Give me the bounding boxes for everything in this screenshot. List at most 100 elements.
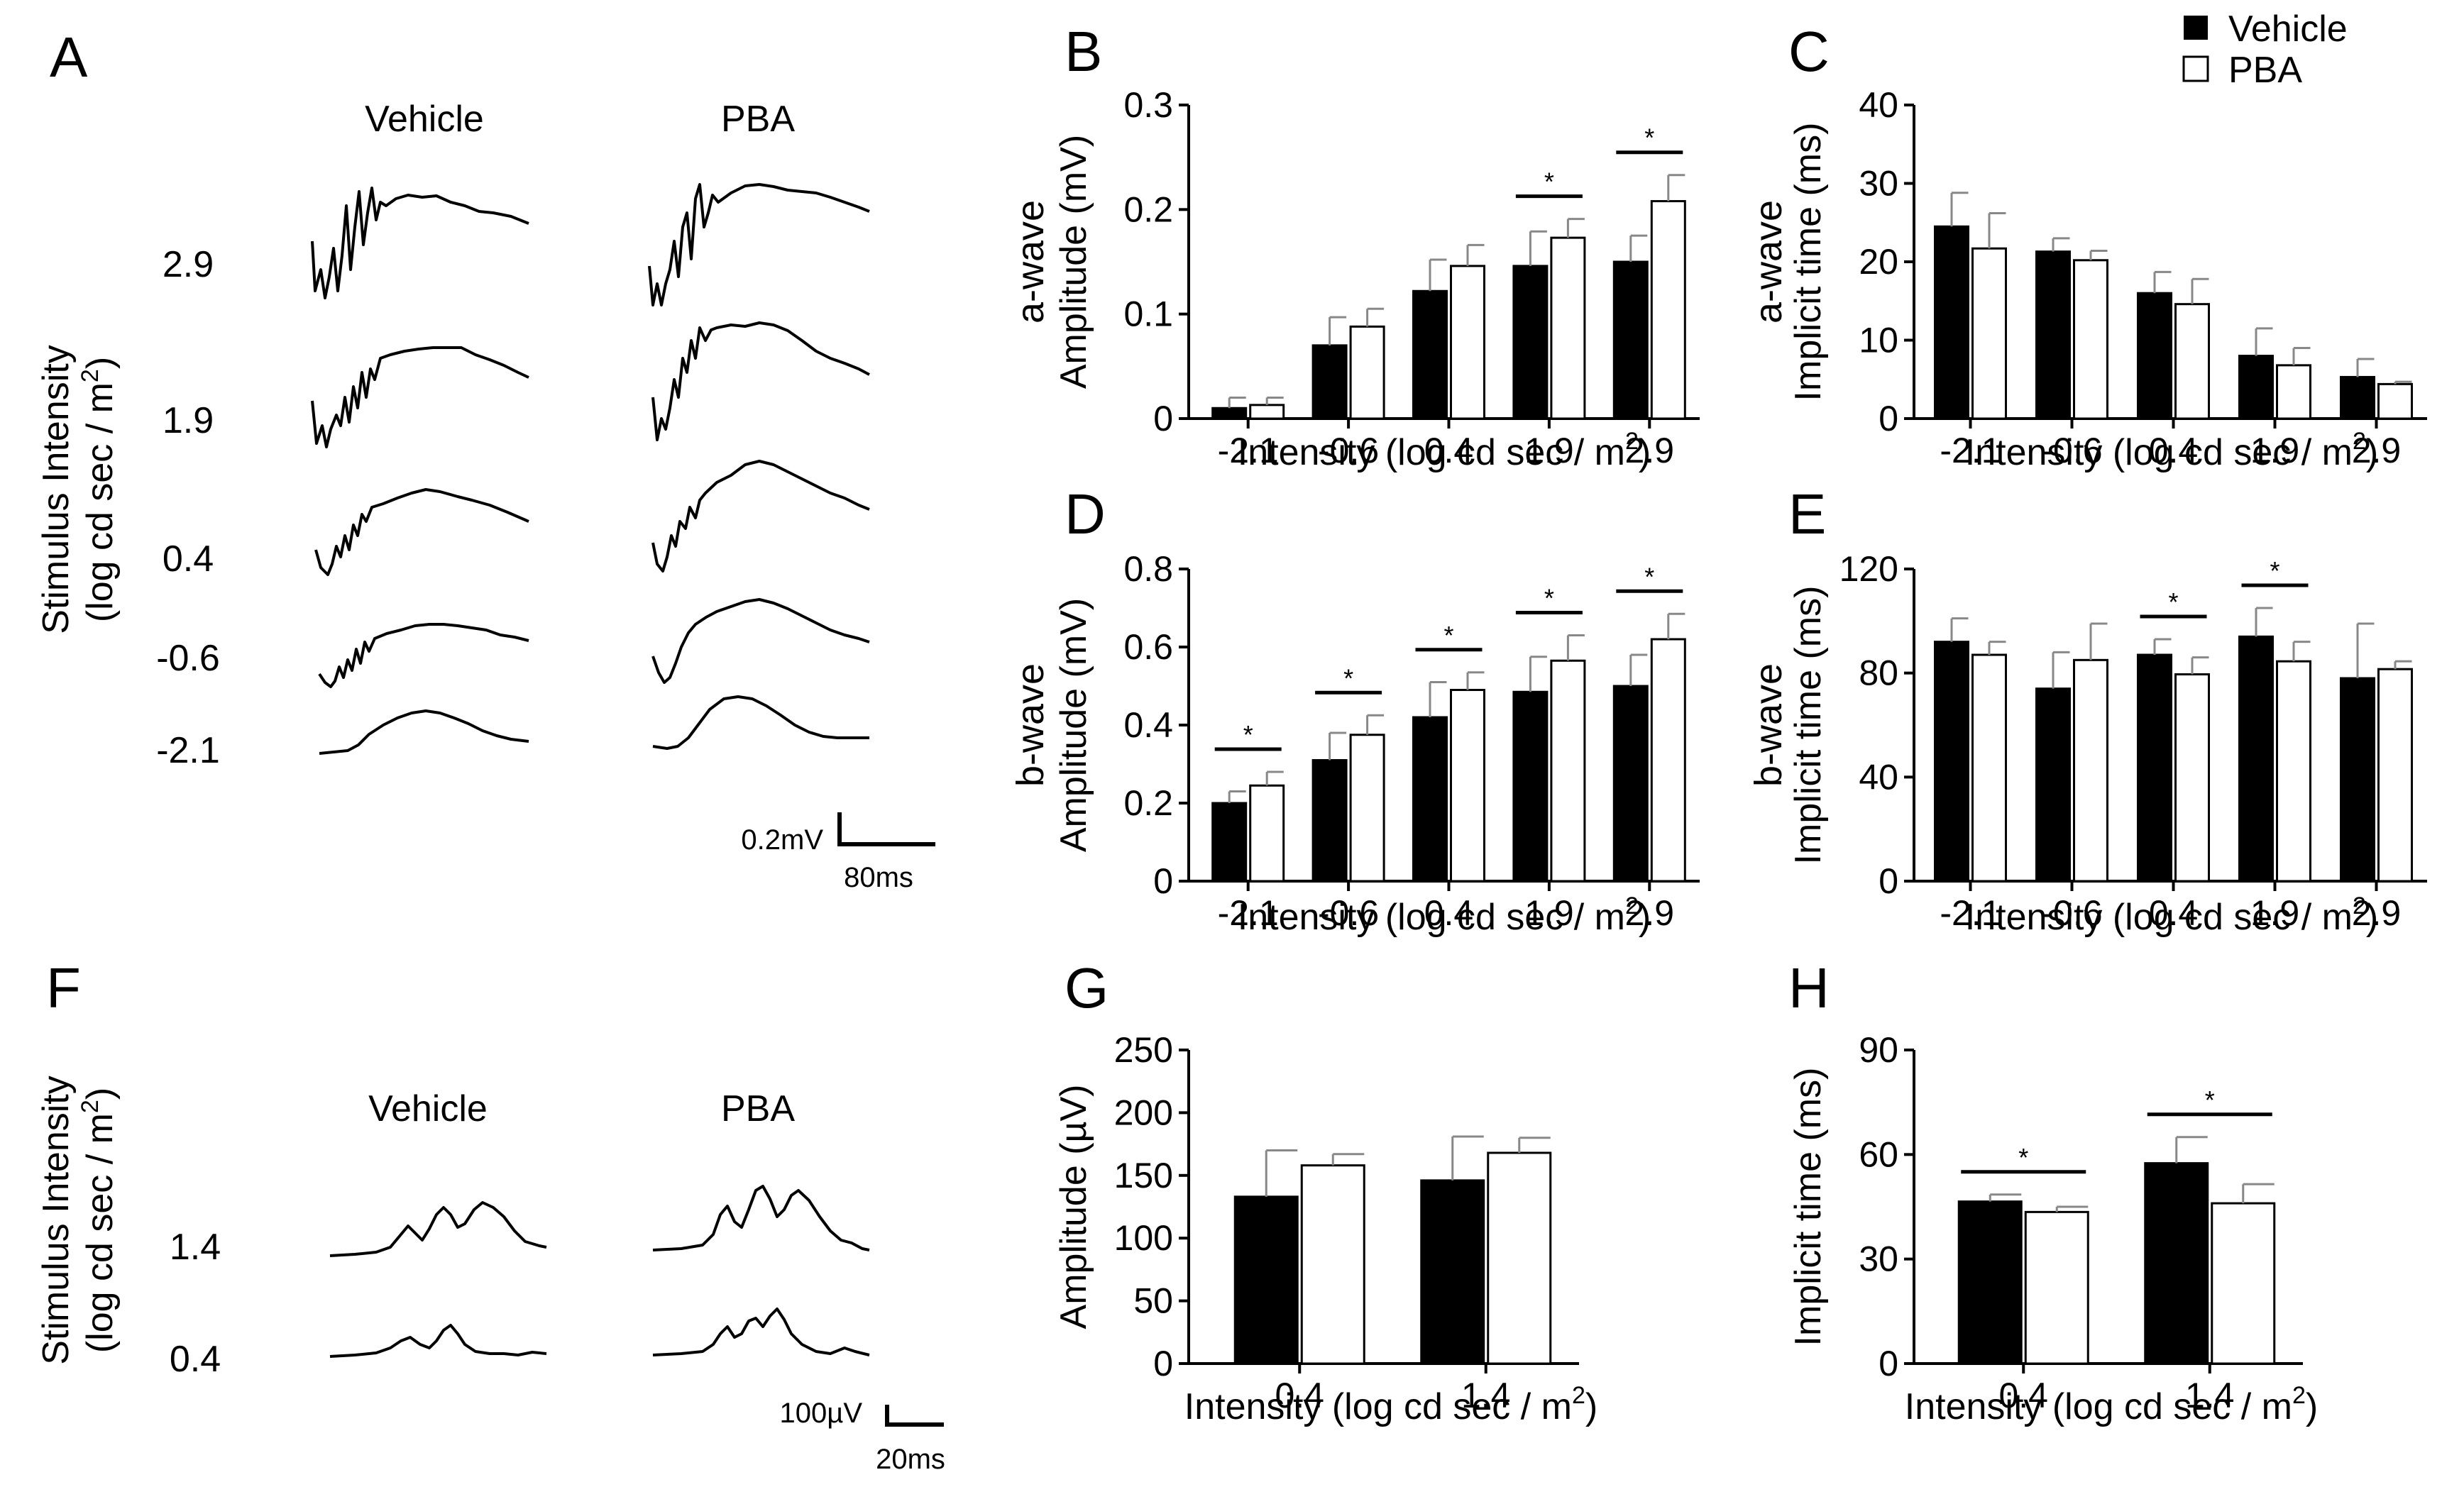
y-tick-label: 0 [1879,1344,1898,1383]
x-tick-label: -0.6 [1318,431,1379,470]
y-tick-label: 80 [1859,653,1898,693]
x-tick-label: 1.9 [2250,431,2300,470]
panel-letter-e: E [1788,482,1826,546]
x-axis-title-sup: 2 [1625,892,1639,919]
x-axis-title-sup: 2 [1572,1382,1585,1409]
bar-pba [1550,659,1586,883]
bar-pba [1300,1164,1365,1365]
x-tick-label: 0.4 [2149,893,2199,933]
x-tick-label: 0.4 [1998,1376,2048,1415]
x-tick-label: 0.4 [1424,893,1474,933]
x-tick-label: 2.9 [1625,893,1675,933]
legend-pba-swatch [2182,55,2209,82]
legend: Vehicle PBA [2182,9,2348,91]
erg-trace [311,187,529,299]
y-axis-label-line1: a-wave [1009,200,1052,324]
panel-f-ylabel-line1: Stimulus Intensity [35,1076,77,1365]
bar-pba [2377,382,2413,420]
x-axis-title-end: ) [2306,1386,2318,1427]
chart-e-b-wave-implicit-time: 0 40 80 120 -2.1 -0.6 0.4 * 1.9 * 2.9 b-waveImplici… [1747,549,2427,938]
x-tick-label: -0.6 [2041,431,2102,470]
significance-star: * [1544,584,1554,613]
panel-a-row-label: 2.9 [163,244,214,285]
bar-vehicle [2340,375,2375,420]
panel-a: Vehicle PBA 2.9 1.9 0.4 -0.6 -2.1 Stimul… [35,99,935,893]
erg-trace [651,460,870,573]
x-axis-title-text: Intensity (log cd sec / m [1184,1386,1572,1427]
legend-vehicle-label: Vehicle [2228,9,2348,50]
bar-pba [1249,784,1285,883]
panel-a-pba-heading: PBA [721,99,795,140]
significance-star: * [2168,587,2178,617]
panel-f-scale-bar [885,1405,944,1427]
x-axis-title-text: Intensity (log cd sec / m [1238,432,1625,473]
y-tick-label: 0 [1153,1344,1173,1383]
x-axis-title-text: Intensity (log cd sec / m [1238,897,1625,938]
x-tick-label: 2.9 [1625,431,1675,470]
x-tick-label: 2.9 [2352,431,2402,470]
panel-f: Vehicle PBA 1.4 0.4 Stimulus Intensity (… [35,1076,945,1475]
op-trace [652,1308,870,1356]
panel-a-ylabel-line1: Stimulus Intensity [35,345,77,634]
chart-b-a-wave-amplitude: 0 0.1 0.2 0.3 -2.1 -0.6 0.4 1.9 * 2.9 * a-wave Ampli… [1009,85,1700,473]
chart-g-op-amplitude: 0 50 100 150 200 250 0.4 1.4 Amplitude (µV) Inten… [1053,1030,1597,1427]
bar-vehicle [1211,407,1248,420]
bar-vehicle [1612,260,1649,420]
x-axis-title: Intensity (log cd sec / m2) [1184,1382,1597,1427]
panel-a-row-label: 1.9 [163,400,214,441]
bar-pba [1349,325,1385,420]
bar-pba [1249,404,1285,420]
x-tick-label: -2.1 [1940,893,2001,933]
y-tick-label: 0.6 [1123,627,1173,667]
y-axis-label-line1: b-wave [1009,663,1052,787]
x-axis-title: Intensity (log cd sec / m2) [1238,892,1651,938]
bar-pba [1971,653,2007,883]
panel-a-scale-time: 80ms [844,862,913,893]
y-tick-label: 0 [1153,399,1173,438]
significance-star: * [1644,123,1654,153]
bar-vehicle [1420,1179,1485,1365]
y-tick-label: 0.2 [1123,783,1173,823]
panel-a-row-label: 0.4 [163,538,214,580]
bar-vehicle [1512,265,1549,420]
panel-letter-f: F [46,956,81,1019]
y-tick-label: 100 [1114,1218,1173,1258]
bar-pba [1450,689,1485,883]
bar-pba [2377,668,2413,883]
y-tick-label: 30 [1859,1239,1898,1279]
bar-pba [1349,734,1385,883]
bar-pba [1650,638,1686,883]
bar-vehicle [1957,1200,2023,1365]
chart-c-a-wave-implicit-time: 0 10 20 30 40 -2.1 -0.6 0.4 1.9 2.9 a-waveImplicit… [1747,85,2427,473]
significance-star: * [1343,663,1353,692]
bar-pba [2211,1202,2276,1365]
bar-pba [2174,673,2210,883]
x-axis-title-end: ) [1585,1386,1597,1427]
y-tick-label: 40 [1859,85,1898,125]
legend-vehicle-swatch [2184,16,2208,40]
x-tick-label: 1.4 [1461,1376,1511,1415]
panel-a-row-label: -0.6 [156,638,220,679]
y-tick-label: 0.3 [1123,85,1173,125]
bar-pba [2174,303,2210,420]
op-trace [329,1201,547,1257]
y-tick-label: 0.8 [1123,549,1173,589]
y-axis-label-line1: b-wave [1747,663,1790,787]
y-axis-label: Amplitude (mV) [1053,135,1094,389]
panel-f-row-label: 1.4 [170,1227,221,1268]
panel-f-scale-voltage: 100µV [780,1398,863,1429]
op-trace [652,1185,870,1251]
y-tick-label: 0.4 [1123,705,1173,745]
y-axis-label-line1: a-wave [1747,200,1790,324]
x-axis-title-text: Intensity (log cd sec / m [1965,897,2353,938]
x-axis-title-end: ) [1639,897,1651,938]
x-tick-label: 1.4 [2185,1376,2235,1415]
bar-vehicle [1311,344,1348,420]
bar-vehicle [2035,250,2071,420]
significance-star: * [1443,621,1453,650]
panel-letter-d: D [1065,482,1106,546]
bar-vehicle [2137,292,2172,420]
x-axis-title-end: ) [1639,432,1651,473]
x-axis-title: Intensity (log cd sec / m2) [1905,1382,2318,1427]
bar-pba [1650,200,1686,420]
